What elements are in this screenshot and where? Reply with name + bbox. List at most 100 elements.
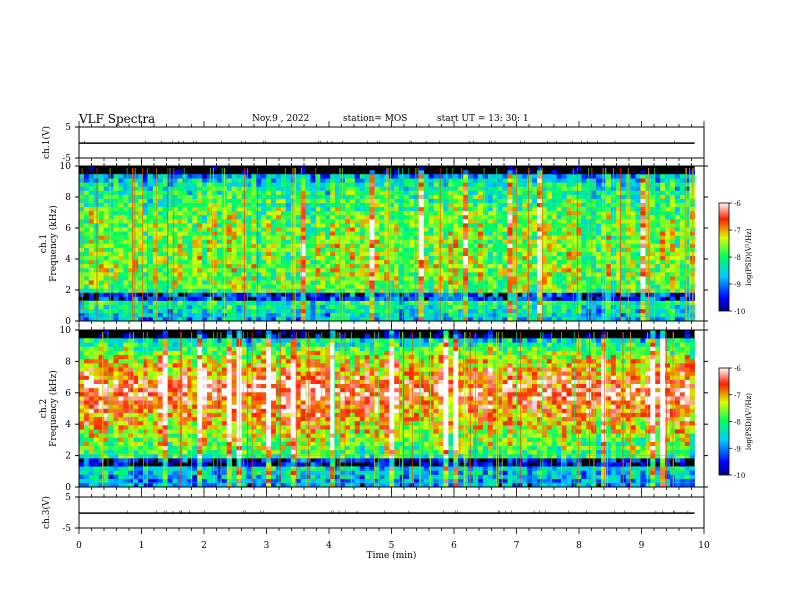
spectrogram-cell — [236, 267, 242, 273]
spectrogram-cell — [246, 190, 252, 195]
spectrogram-cell — [399, 300, 405, 305]
spectrogram-cell — [463, 227, 469, 232]
spectrogram-cell — [448, 259, 454, 265]
spectrogram-cell — [428, 272, 434, 277]
spectrogram-cell — [290, 288, 296, 293]
spectrogram-cell — [502, 251, 508, 257]
spectrogram-cell — [581, 190, 587, 195]
spectrogram-cell — [670, 178, 676, 183]
spectrogram-cell — [670, 206, 676, 212]
spectrogram-cell — [660, 247, 666, 252]
spectrogram-cell — [561, 272, 567, 277]
spectrogram-cell — [83, 383, 90, 389]
spectrogram-cell — [325, 210, 331, 216]
spectrogram-cell — [399, 259, 405, 265]
spectrogram-cell — [379, 259, 385, 265]
spectrogram-cell — [428, 255, 434, 261]
spectrogram-cell — [541, 308, 548, 314]
spectrogram-cell — [211, 243, 218, 248]
spectrogram-cell — [118, 441, 124, 446]
spectrogram-cell — [537, 206, 543, 212]
spectrogram-cell — [98, 292, 104, 297]
spectrogram-cell — [433, 186, 439, 191]
spectrogram-cell — [354, 186, 361, 191]
spectrogram-cell — [517, 263, 523, 269]
spectrogram-cell — [88, 416, 95, 422]
spectrogram-cell — [477, 284, 484, 289]
spectrogram-cell — [290, 284, 296, 289]
spectrogram-cell — [660, 272, 666, 277]
spectrogram-cell — [143, 312, 149, 318]
spectrogram-cell — [605, 210, 612, 216]
spectrogram-cell — [468, 178, 474, 183]
spectrogram-cell — [152, 255, 159, 261]
spectrogram-cell — [79, 190, 85, 195]
spectrogram-cell — [143, 300, 149, 305]
spectrogram-cell — [517, 227, 523, 232]
spectrogram-cell — [138, 276, 144, 281]
spectrogram-cell — [182, 288, 188, 293]
spectrogram-cell — [276, 186, 282, 191]
spectrogram-cell — [546, 312, 553, 318]
spectrogram-cell — [404, 284, 410, 289]
spectrogram-cell — [354, 300, 361, 305]
spectrogram-cell — [655, 296, 661, 301]
spectrogram-cell — [216, 304, 223, 310]
spectrogram-cell — [280, 227, 287, 232]
spectrogram-cell — [202, 255, 208, 261]
spectrogram-cell — [177, 219, 183, 224]
spectrogram-cell — [330, 219, 336, 224]
spectrogram-cell — [512, 247, 518, 252]
spectrogram-cell — [187, 284, 193, 289]
spectrogram-cell — [463, 243, 469, 248]
spectrogram-cell — [123, 304, 129, 310]
spectrogram-cell — [404, 288, 410, 293]
spectrogram-cell — [123, 198, 129, 204]
spectrogram-cell — [226, 202, 232, 208]
spectrogram-cell — [143, 316, 149, 322]
spectrogram-cell — [473, 280, 479, 285]
spectrogram-cell — [216, 243, 223, 248]
spectrogram-cell — [236, 243, 242, 248]
spectrogram-cell — [492, 206, 498, 212]
spectrogram-cell — [226, 259, 232, 265]
spectrogram-cell — [93, 239, 99, 244]
spectrogram-cell — [216, 219, 223, 224]
spectrogram-cell — [182, 194, 188, 199]
spectrogram-cell — [344, 272, 351, 277]
spectrogram-cell — [522, 186, 528, 191]
spectrogram-cell — [620, 267, 626, 273]
spectrogram-cell — [679, 312, 686, 318]
spectrogram-cell — [103, 276, 109, 281]
spectrogram-cell — [113, 292, 119, 297]
spectrogram-cell — [394, 239, 400, 244]
spectrogram-cell — [143, 292, 149, 297]
spectrogram-cell — [280, 198, 287, 204]
spectrogram-cell — [285, 316, 292, 322]
spectrogram-cell — [325, 186, 331, 191]
spectrogram-cell — [418, 276, 425, 281]
spectrogram-cell — [463, 247, 469, 252]
spectrogram-cell — [389, 267, 395, 273]
spectrogram-cell — [443, 214, 449, 220]
spectrogram-cell — [103, 186, 109, 191]
spectrogram-cell — [433, 272, 439, 277]
spectrogram-cell — [556, 312, 562, 318]
spectrogram-cell — [650, 292, 656, 297]
spectrogram-cell — [660, 206, 666, 212]
spectrogram-cell — [566, 288, 572, 293]
spectrogram-cell — [404, 296, 410, 301]
spectrogram-cell — [433, 223, 439, 228]
spectrogram-cell — [152, 174, 159, 179]
spectrogram-cell — [276, 198, 282, 204]
spectrogram-cell — [502, 214, 508, 220]
spectrogram-cell — [551, 239, 558, 244]
spectrogram-cell — [630, 276, 636, 281]
spectrogram-cell — [290, 182, 296, 187]
spectrogram-cell — [192, 300, 198, 305]
spectrogram-cell — [295, 219, 301, 224]
spectrogram-cell — [389, 292, 395, 297]
spectrogram-cell — [546, 214, 553, 220]
spectrogram-cell — [226, 239, 232, 244]
spectrogram-cell — [374, 239, 380, 244]
